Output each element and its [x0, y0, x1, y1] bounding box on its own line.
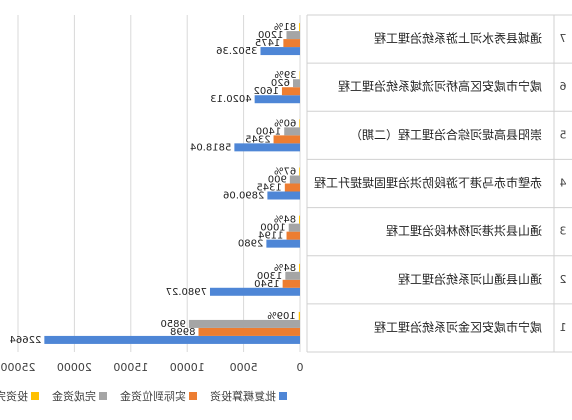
- bar: [299, 215, 300, 224]
- bar: [234, 143, 300, 152]
- data-label: 84%: [274, 263, 296, 274]
- data-label: 109%: [267, 311, 296, 322]
- bar: [44, 335, 300, 344]
- legend-label: 投资完成率: [0, 389, 28, 403]
- bar: [283, 39, 300, 48]
- bar: [198, 327, 300, 336]
- category-number: 5: [560, 128, 567, 141]
- legend-label: 实际到位资金: [120, 389, 186, 403]
- bar: [286, 231, 300, 240]
- bar: [299, 167, 300, 176]
- data-label: 81%: [274, 22, 296, 33]
- bar: [299, 119, 300, 128]
- category-name: 通城县秀水河上游系统治理工程: [374, 31, 542, 46]
- category-number: 6: [560, 80, 567, 93]
- data-label: 2980: [238, 239, 263, 250]
- category-name: 通山县洪港河杨林段治理工程: [386, 223, 542, 238]
- x-tick-label: 20000: [57, 361, 92, 374]
- x-tick-label: 0: [297, 361, 304, 374]
- bar: [254, 95, 300, 104]
- x-tick-label: 25000: [1, 361, 36, 374]
- category-name: 咸宁市咸安区金河系统治理工程: [374, 319, 542, 334]
- bar: [293, 79, 300, 88]
- data-label: 1000: [260, 223, 285, 234]
- bar: [288, 223, 300, 232]
- bar: [299, 263, 300, 272]
- legend-label: 完成资金: [52, 389, 96, 403]
- data-label: 1194: [258, 231, 283, 242]
- data-label: 67%: [274, 167, 296, 178]
- bar: [267, 191, 300, 200]
- data-label: 3502.36: [216, 46, 257, 57]
- bar: [273, 135, 300, 144]
- data-label: 5818.04: [190, 142, 231, 153]
- data-label: 9850: [160, 319, 185, 330]
- legend-label: 批复概算投资: [210, 389, 276, 403]
- bar: [266, 239, 300, 248]
- bar: [284, 127, 300, 136]
- data-label: 2345: [245, 134, 270, 145]
- bar: [299, 23, 300, 32]
- data-label: 60%: [274, 118, 296, 129]
- data-label: 1200: [258, 30, 283, 41]
- data-label: 1475: [255, 38, 280, 49]
- category-number: 1: [560, 321, 567, 334]
- x-tick-label: 10000: [170, 361, 205, 374]
- data-label: 2890.06: [223, 191, 264, 202]
- category-name: 咸宁市咸安区高桥河流域系统治理工程: [338, 79, 542, 94]
- bar: [289, 175, 300, 184]
- data-label: 620: [271, 78, 290, 89]
- data-label: 4020.13: [210, 94, 251, 105]
- data-label: 84%: [274, 215, 296, 226]
- data-label: 22664: [10, 335, 42, 346]
- bar: [281, 87, 300, 96]
- mirrored-chart: 0 5000 10000 15000 20000 25000 1 咸宁市咸安区金河系统治理工程…: [0, 14, 572, 403]
- data-label: 1300: [257, 271, 282, 282]
- data-label: 1400: [256, 126, 281, 137]
- category-name: 赤壁市赤马港下游段防洪治理固堤提升工程: [314, 175, 542, 190]
- bar: [284, 183, 300, 192]
- legend-swatch: [189, 392, 197, 400]
- data-label: 900: [268, 175, 287, 186]
- category-number: 2: [560, 273, 567, 286]
- data-label: 7980.27: [166, 287, 207, 298]
- bar: [286, 31, 300, 40]
- category-name: 通山县通山河系统治理工程: [398, 271, 542, 286]
- legend-swatch: [279, 392, 287, 400]
- category-number: 7: [560, 32, 567, 45]
- data-label: 39%: [274, 70, 296, 81]
- category-number: 3: [560, 225, 567, 238]
- legend-swatch: [99, 392, 107, 400]
- bar: [282, 279, 300, 288]
- bar: [260, 47, 300, 56]
- x-tick-label: 5000: [230, 361, 258, 374]
- x-tick-label: 15000: [113, 361, 148, 374]
- bar: [285, 271, 300, 280]
- bar: [188, 319, 300, 328]
- data-label: 8998: [170, 327, 195, 338]
- bar: [298, 311, 300, 320]
- data-label: 1345: [256, 183, 281, 194]
- category-name: 崇阳县高堤河综合治理工程（二期）: [350, 127, 542, 142]
- legend-swatch: [31, 392, 39, 400]
- data-label: 1540: [254, 279, 279, 290]
- data-label: 1602: [253, 86, 278, 97]
- bar: [209, 287, 300, 296]
- category-number: 4: [560, 177, 567, 190]
